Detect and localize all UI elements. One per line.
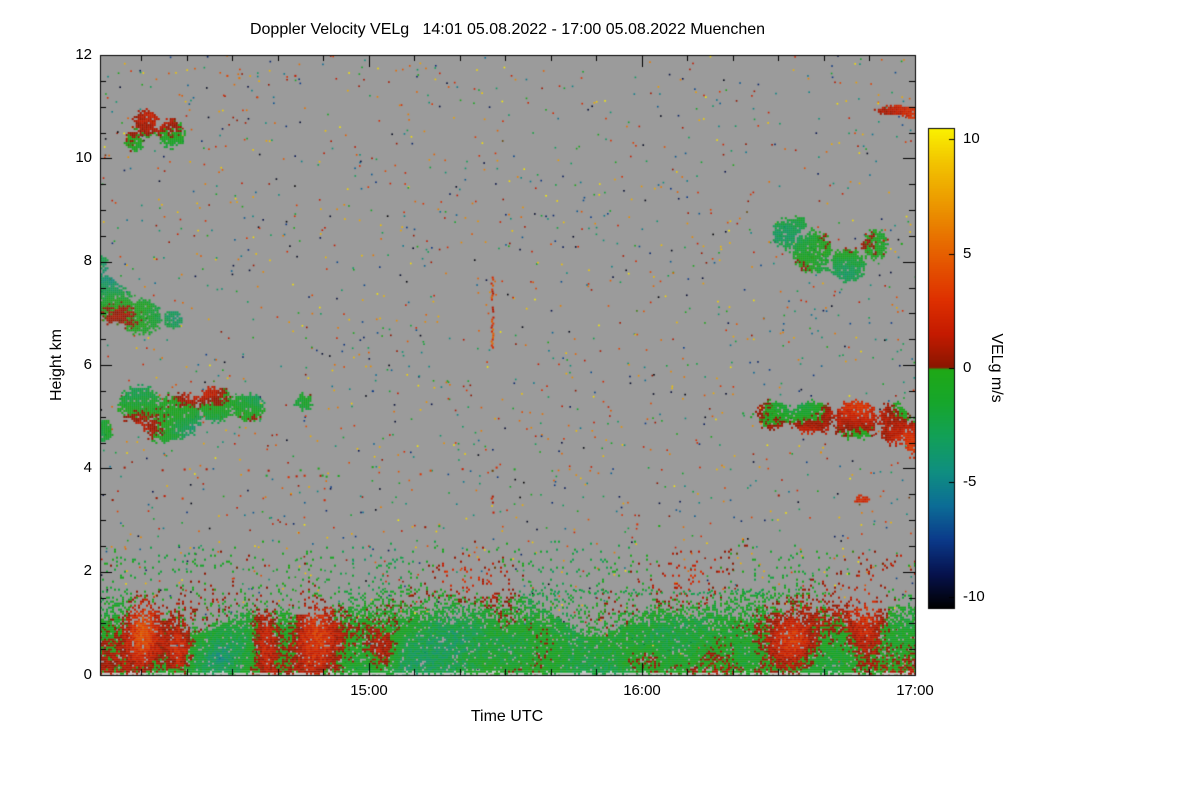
colorbar-tick-label-neg5: -5	[963, 473, 977, 490]
colorbar-tick-label-10: 10	[963, 130, 980, 147]
x-tick-label-1700: 17:00	[896, 682, 934, 699]
y-tick-label-10: 10	[75, 149, 92, 166]
chart-title: Doppler Velocity VELg 14:01 05.08.2022 -…	[249, 21, 766, 38]
y-tick-label-12: 12	[75, 46, 92, 63]
x-tick-label-1500: 15:00	[350, 682, 388, 699]
y-tick-label-6: 6	[83, 356, 92, 373]
y-tick-label-8: 8	[83, 252, 92, 269]
colorbar-tick-label-neg10: -10	[963, 588, 985, 605]
x-tick-label-1600: 16:00	[623, 682, 661, 699]
y-tick-label-4: 4	[83, 459, 92, 476]
colorbar-tick-label-0: 0	[963, 359, 972, 376]
x-axis-label: Time UTC	[470, 708, 544, 725]
y-tick-label-2: 2	[83, 562, 92, 579]
colorbar-tick-label-5: 5	[963, 245, 972, 262]
y-tick-label-0: 0	[83, 666, 92, 683]
